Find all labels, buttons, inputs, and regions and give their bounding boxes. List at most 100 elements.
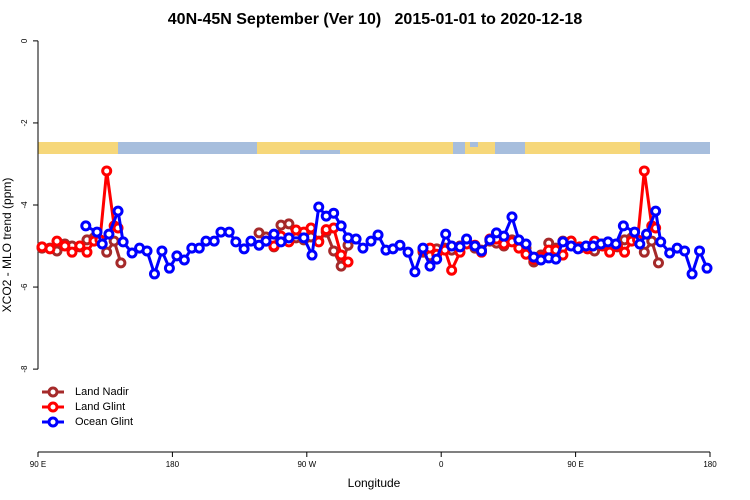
series-point bbox=[402, 246, 414, 258]
series-point bbox=[268, 228, 280, 240]
y-tick-label: -2 bbox=[20, 119, 29, 127]
series-point bbox=[101, 246, 113, 258]
series-point bbox=[417, 242, 429, 254]
series-point bbox=[557, 236, 569, 248]
series-point bbox=[44, 243, 56, 255]
series-point bbox=[461, 233, 473, 245]
series-point bbox=[328, 207, 340, 219]
legend-label: Ocean Glint bbox=[75, 416, 133, 428]
series-point bbox=[313, 201, 325, 213]
series-point bbox=[313, 236, 325, 248]
series-point bbox=[305, 222, 317, 234]
series-point bbox=[126, 247, 138, 259]
series-point bbox=[701, 262, 713, 274]
x-tick-label: 180 bbox=[166, 460, 180, 469]
y-tick-label: 0 bbox=[20, 38, 29, 43]
series-point bbox=[506, 211, 518, 223]
series-point bbox=[230, 236, 242, 248]
series-point bbox=[156, 245, 168, 257]
series-point bbox=[81, 246, 93, 258]
series-point bbox=[335, 249, 347, 261]
series-point bbox=[51, 235, 63, 247]
series-point bbox=[664, 247, 676, 259]
series-point bbox=[245, 235, 257, 247]
series-point bbox=[193, 242, 205, 254]
series-point bbox=[454, 241, 466, 253]
series-point bbox=[238, 243, 250, 255]
legend-label: Land Glint bbox=[75, 401, 125, 413]
land-mask-strip bbox=[38, 142, 710, 154]
series-point bbox=[694, 245, 706, 257]
y-tick-label: -4 bbox=[20, 201, 29, 209]
series-point bbox=[686, 268, 698, 280]
series-point bbox=[498, 230, 510, 242]
legend-marker bbox=[47, 416, 59, 428]
series bbox=[36, 165, 662, 276]
x-tick-label: 90 W bbox=[297, 460, 316, 469]
series-point bbox=[112, 205, 124, 217]
series-point bbox=[655, 236, 667, 248]
x-tick-label: 180 bbox=[703, 460, 717, 469]
series-point bbox=[283, 232, 295, 244]
series-point bbox=[117, 236, 129, 248]
series-point bbox=[650, 205, 662, 217]
series-point bbox=[96, 238, 108, 250]
series-point bbox=[394, 239, 406, 251]
series-point bbox=[610, 238, 622, 250]
series-point bbox=[431, 253, 443, 265]
series-point bbox=[163, 262, 175, 274]
series-point bbox=[638, 165, 650, 177]
series-point bbox=[335, 220, 347, 232]
chart-title: 40N-45N September (Ver 10) 2015-01-01 to… bbox=[168, 11, 583, 28]
y-tick-label: -8 bbox=[20, 365, 29, 373]
series-point bbox=[208, 235, 220, 247]
y-axis-title: XCO2 - MLO trend (ppm) bbox=[0, 178, 14, 313]
series-point bbox=[115, 257, 127, 269]
series-point bbox=[641, 228, 653, 240]
series-point bbox=[484, 234, 496, 246]
series-point bbox=[550, 253, 562, 265]
series-point bbox=[141, 245, 153, 257]
series-point bbox=[372, 229, 384, 241]
series-point bbox=[424, 260, 436, 272]
series-point bbox=[74, 240, 86, 252]
series-point bbox=[604, 246, 616, 258]
series-point bbox=[298, 232, 310, 244]
series-point bbox=[59, 240, 71, 252]
series-point bbox=[306, 249, 318, 261]
series-point bbox=[440, 228, 452, 240]
series-point bbox=[178, 254, 190, 266]
series-point bbox=[520, 238, 532, 250]
series-point bbox=[260, 235, 272, 247]
series-point bbox=[66, 246, 78, 258]
series-point bbox=[357, 242, 369, 254]
series-point bbox=[350, 233, 362, 245]
series-point bbox=[638, 246, 650, 258]
series-point bbox=[446, 264, 458, 276]
legend-label: Land Nadir bbox=[75, 386, 129, 398]
x-tick-label: 90 E bbox=[30, 460, 46, 469]
series-point bbox=[446, 240, 458, 252]
series-point bbox=[103, 228, 115, 240]
legend-marker bbox=[47, 386, 59, 398]
series-point bbox=[342, 256, 354, 268]
series-point bbox=[409, 266, 421, 278]
x-axis-title: Longitude bbox=[348, 476, 401, 490]
series-point bbox=[148, 268, 160, 280]
series-point bbox=[283, 218, 295, 230]
series-point bbox=[617, 220, 629, 232]
series-point bbox=[101, 165, 113, 177]
series-point bbox=[91, 226, 103, 238]
series bbox=[80, 201, 713, 280]
series-point bbox=[679, 245, 691, 257]
series-point bbox=[629, 226, 641, 238]
series-point bbox=[365, 235, 377, 247]
series-point bbox=[476, 245, 488, 257]
series-point bbox=[80, 220, 92, 232]
x-tick-label: 0 bbox=[439, 460, 444, 469]
series-point bbox=[652, 257, 664, 269]
series-point bbox=[275, 236, 287, 248]
legend-marker bbox=[47, 401, 59, 413]
y-tick-label: -6 bbox=[20, 283, 29, 291]
